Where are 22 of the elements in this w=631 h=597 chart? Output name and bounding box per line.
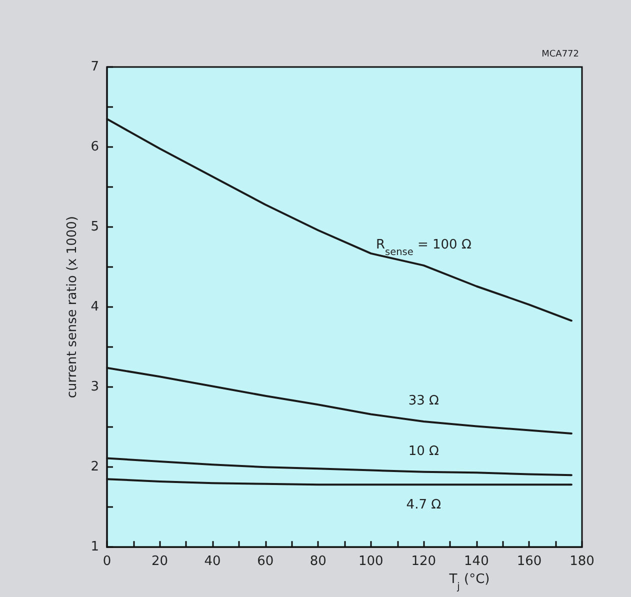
series-label: 10 Ω	[408, 444, 440, 459]
x-tick-label: 80	[310, 554, 326, 570]
text: MCA772	[542, 50, 580, 60]
x-tick-label: 60	[257, 554, 274, 570]
x-tick-label: 20	[152, 554, 168, 570]
x-tick-label: 100	[358, 554, 384, 570]
y-axis-title: current sense ratio (x 1000)	[65, 216, 80, 398]
x-tick-label: 40	[204, 554, 221, 570]
y-tick-label: 3	[90, 380, 99, 395]
x-tick-label: 140	[464, 554, 489, 570]
x-tick-label: 160	[516, 554, 542, 570]
y-tick-label: 7	[90, 60, 99, 74]
y-tick-label: 2	[90, 460, 99, 475]
y-tick-label: 5	[90, 220, 99, 235]
y-tick-label: 1	[90, 540, 99, 555]
series-label: 4.7 Ω	[406, 498, 442, 513]
y-tick-label: 4	[90, 300, 99, 315]
y-tick-label: 6	[90, 140, 99, 155]
x-tick-label: 120	[411, 554, 436, 570]
series-label: 33 Ω	[408, 393, 440, 408]
x-tick-label: 0	[102, 554, 112, 570]
x-tick-label: 180	[570, 554, 594, 570]
